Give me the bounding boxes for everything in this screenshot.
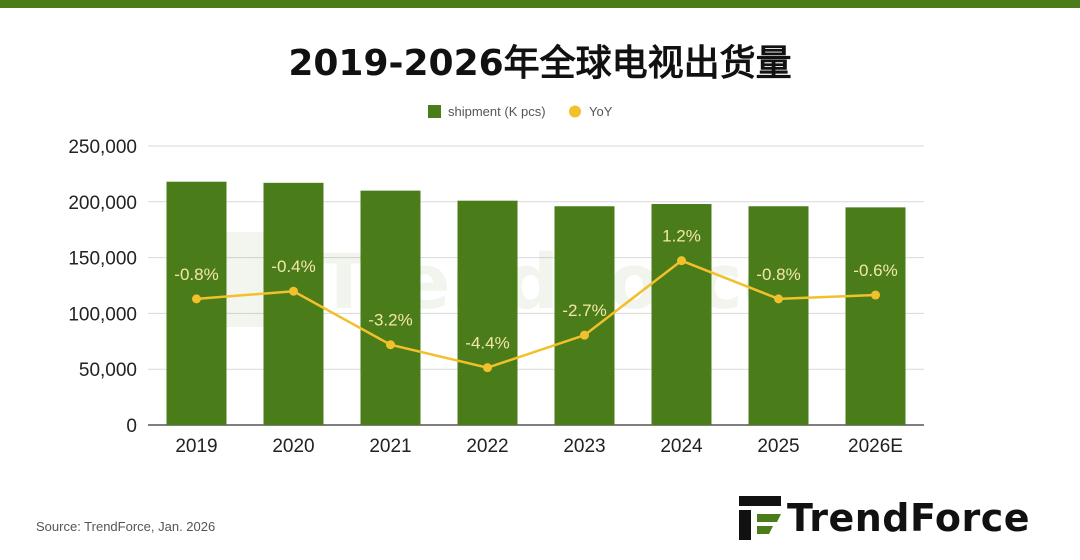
legend-label-shipment: shipment (K pcs) [448,104,546,119]
legend-swatch-shipment [428,105,441,118]
bar-2022 [458,201,518,425]
y-tick-label: 250,000 [68,137,137,158]
yoy-point-2026E [871,291,880,300]
legend: shipment (K pcs) YoY [428,104,613,119]
x-axis-labels: 2019 2020 2021 2022 2023 2024 2025 2026E [175,436,903,457]
yoy-label-2020: -0.4% [271,257,315,276]
yoy-label-2026E: -0.6% [853,261,897,280]
trendforce-logo-text: TrendForce [787,494,1030,542]
yoy-label-2024: 1.2% [662,227,701,246]
yoy-label-2022: -4.4% [465,334,509,353]
bar-2025 [749,206,809,425]
yoy-point-2019 [192,294,201,303]
yoy-label-2025: -0.8% [756,265,800,284]
yoy-point-2025 [774,294,783,303]
yoy-point-2021 [386,340,395,349]
x-tick-label: 2019 [175,436,217,457]
y-tick-label: 0 [126,416,137,437]
x-tick-label: 2023 [563,436,605,457]
legend-swatch-yoy [569,106,581,118]
y-axis-ticks: 250,000 200,000 150,000 100,000 50,000 0 [68,137,137,437]
yoy-point-2023 [580,331,589,340]
yoy-point-2020 [289,287,298,296]
x-tick-label: 2024 [660,436,703,457]
y-tick-label: 200,000 [68,193,137,214]
trendforce-logo: TrendForce [737,494,1057,544]
bar-2021 [361,191,421,425]
y-tick-label: 100,000 [68,304,137,325]
x-tick-label: 2021 [369,436,411,457]
x-tick-label: 2025 [757,436,799,457]
yoy-point-2024 [677,256,686,265]
bar-2026E [846,207,906,425]
yoy-point-2022 [483,363,492,372]
y-tick-label: 150,000 [68,249,137,270]
legend-label-yoy: YoY [589,104,613,119]
x-tick-label: 2022 [466,436,508,457]
yoy-label-2019: -0.8% [174,265,218,284]
y-tick-label: 50,000 [79,360,137,381]
chart: shipment (K pcs) YoY 250,000 200,000 150,00… [0,0,1080,500]
yoy-label-2021: -3.2% [368,311,412,330]
x-tick-label: 2020 [272,436,314,457]
trendforce-logo-icon [737,494,783,542]
source-note: Source: TrendForce, Jan. 2026 [36,519,215,534]
x-tick-label: 2026E [848,436,903,457]
yoy-label-2023: -2.7% [562,301,606,320]
